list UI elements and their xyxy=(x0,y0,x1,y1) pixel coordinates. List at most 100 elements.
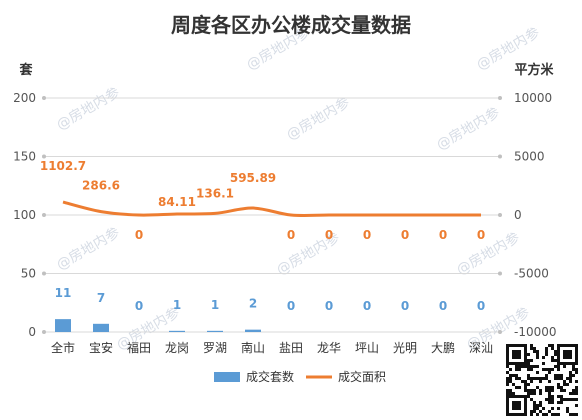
line-value-label: 0 xyxy=(477,228,485,242)
qr-module xyxy=(566,383,569,386)
gridline-marker xyxy=(498,330,502,334)
qr-module xyxy=(533,401,536,404)
qr-module xyxy=(527,368,530,371)
qr-module xyxy=(575,404,578,407)
qr-module xyxy=(539,389,542,392)
left-axis-tick-label: 50 xyxy=(21,267,36,281)
qr-module xyxy=(530,410,533,413)
right-axis-ticks: -10000 -5000 0 5000 10000 xyxy=(514,91,557,339)
qr-module xyxy=(551,395,554,398)
x-axis-tick-label: 大鹏 xyxy=(431,341,455,355)
bar-value-label: 7 xyxy=(97,291,105,305)
qr-module xyxy=(506,377,509,380)
qr-module xyxy=(527,383,530,386)
right-axis-tick-label: -10000 xyxy=(514,325,557,339)
qr-module xyxy=(539,392,542,395)
gridline-marker xyxy=(498,271,502,276)
qr-module xyxy=(545,389,548,392)
qr-module xyxy=(530,413,533,416)
qr-module xyxy=(539,404,542,407)
qr-module xyxy=(572,398,575,401)
x-axis-tick-label: 宝安 xyxy=(89,340,113,355)
qr-module xyxy=(551,386,554,389)
qr-module xyxy=(560,389,563,392)
qr-module xyxy=(530,368,533,371)
qr-module xyxy=(527,392,530,395)
qr-module xyxy=(572,365,575,368)
qr-module xyxy=(530,392,533,395)
qr-module xyxy=(563,365,566,368)
qr-code-image xyxy=(506,344,578,416)
bar-value-label: 0 xyxy=(477,299,485,313)
qr-module xyxy=(527,353,530,356)
qr-module xyxy=(536,371,539,374)
qr-module xyxy=(551,344,554,347)
gridline-marker xyxy=(42,96,46,100)
qr-module xyxy=(569,398,572,401)
qr-module xyxy=(548,371,551,374)
qr-module xyxy=(548,392,551,395)
qr-module xyxy=(557,377,560,380)
line-value-label: 0 xyxy=(287,228,295,242)
qr-module xyxy=(533,347,536,350)
qr-module xyxy=(542,362,545,365)
qr-module xyxy=(527,377,530,380)
qr-module xyxy=(566,398,569,401)
qr-module xyxy=(548,398,551,401)
qr-module xyxy=(557,386,560,389)
qr-finder-center xyxy=(563,350,572,359)
line-value-label: 0 xyxy=(363,228,371,242)
qr-module xyxy=(515,368,518,371)
qr-module xyxy=(536,365,539,368)
bar-value-label: 1 xyxy=(211,298,219,312)
qr-module xyxy=(536,353,539,356)
qr-module xyxy=(527,362,530,365)
qr-module xyxy=(560,395,563,398)
qr-module xyxy=(506,365,509,368)
qr-module xyxy=(524,389,527,392)
qr-module xyxy=(548,410,551,413)
qr-module xyxy=(536,350,539,353)
line-value-label: 286.6 xyxy=(82,179,120,193)
watermark-text: @房地内参 xyxy=(284,94,353,144)
line-value-label: 136.1 xyxy=(196,186,234,200)
qr-module xyxy=(545,353,548,356)
gridline-marker xyxy=(42,213,46,217)
qr-module xyxy=(545,377,548,380)
qr-module xyxy=(515,374,518,377)
right-axis-tick-label: 5000 xyxy=(514,150,545,164)
qr-module xyxy=(527,359,530,362)
qr-module xyxy=(530,389,533,392)
qr-module xyxy=(554,359,557,362)
qr-module xyxy=(557,374,560,377)
bar-value-label: 0 xyxy=(287,299,295,313)
qr-module xyxy=(506,371,509,374)
legend-bar-label: 成交套数 xyxy=(246,369,294,384)
left-axis-tick-label: 0 xyxy=(28,325,36,339)
qr-module xyxy=(575,386,578,389)
qr-module xyxy=(560,401,563,404)
qr-module xyxy=(560,374,563,377)
qr-module xyxy=(509,380,512,383)
line-value-label: 0 xyxy=(401,228,409,242)
qr-finder-center xyxy=(512,401,521,410)
qr-module xyxy=(506,383,509,386)
qr-module xyxy=(548,401,551,404)
qr-module xyxy=(551,356,554,359)
qr-module xyxy=(548,344,551,347)
qr-module xyxy=(533,389,536,392)
line-value-label: 0 xyxy=(325,228,333,242)
qr-module xyxy=(554,374,557,377)
qr-module xyxy=(545,350,548,353)
x-axis-tick-label: 罗湖 xyxy=(203,340,227,355)
qr-module xyxy=(557,413,560,416)
qr-module xyxy=(548,368,551,371)
qr-module xyxy=(512,392,515,395)
qr-module xyxy=(557,365,560,368)
qr-module xyxy=(509,392,512,395)
qr-module xyxy=(527,374,530,377)
qr-module xyxy=(551,407,554,410)
line-path xyxy=(62,200,481,218)
right-axis-tick-label: 0 xyxy=(514,208,522,222)
qr-module xyxy=(506,392,509,395)
